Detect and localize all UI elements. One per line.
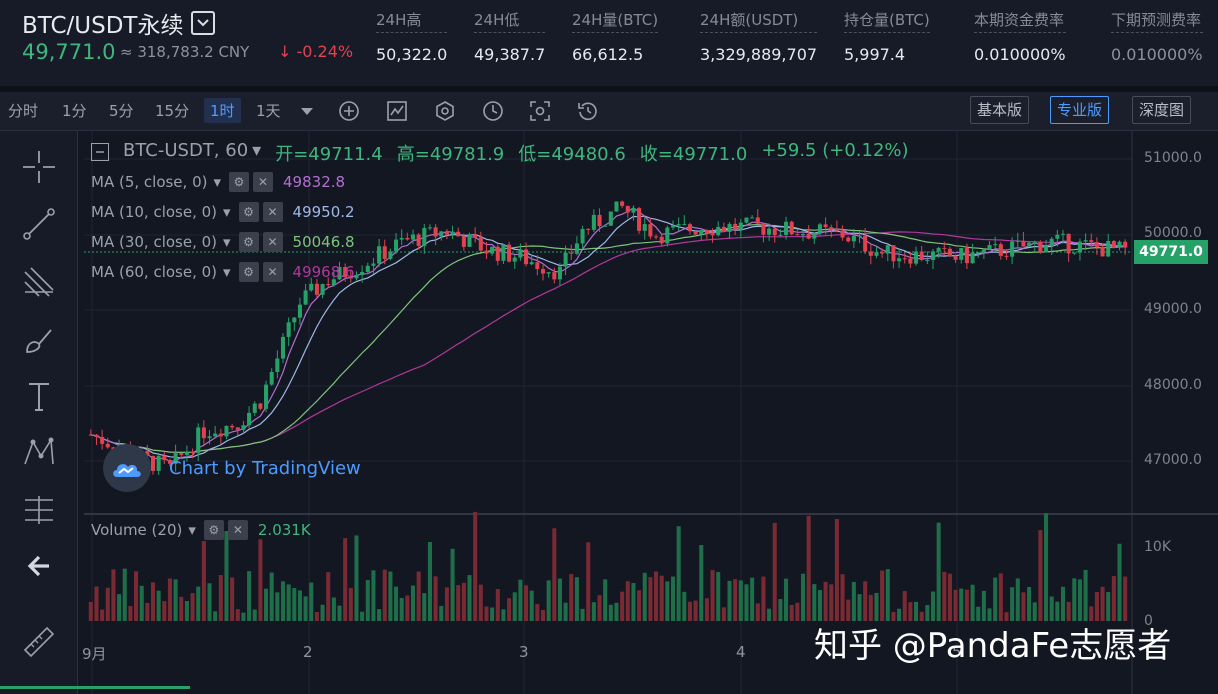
gear-icon[interactable]: ⚙ [238,262,259,282]
legend-symbol[interactable]: BTC-USDT, 60 [123,140,249,161]
gear-icon[interactable]: ⚙ [238,232,259,252]
view-pro-button[interactable]: 专业版 [1050,96,1110,124]
chart-toolbar: 分时 1分 5分 15分 1时 1天 基本版 专业版 深度图 [0,92,1218,131]
tab-timeframe-1m[interactable]: 1分 [62,102,87,120]
text-tool-icon[interactable] [18,375,60,417]
tab-timeframe-1d[interactable]: 1天 [256,102,281,120]
pattern-tool-icon[interactable] [18,431,60,473]
volume-tick: 0 [1144,613,1153,629]
volume-tick: 10K [1144,539,1171,555]
price-tick: 50000.0 [1144,225,1202,241]
tab-timeframe-15m[interactable]: 15分 [155,102,190,120]
view-depth-button[interactable]: 深度图 [1132,96,1192,124]
legend-open: 开=49711.4 [275,144,383,165]
gear-icon[interactable]: ⚙ [203,520,224,540]
x-tick: 9月 [82,645,107,663]
price-tick: 49000.0 [1144,301,1202,317]
stat-24h-high: 24H高 50,322.0 [376,11,448,64]
price-tick: 47000.0 [1144,452,1202,468]
pair-name: BTC/USDT永续 [22,13,184,39]
cny-price: ≈ 318,783.2 CNY [120,43,250,61]
trend-line-icon[interactable] [18,203,60,245]
ma-30-row[interactable]: MA (30, close, 0) ▾ ⚙ ✕ 50046.8 [91,232,355,252]
brush-icon[interactable] [18,319,60,361]
price-tick: 51000.0 [1144,150,1202,166]
tab-timeframe-line[interactable]: 分时 [8,102,39,120]
ma-5-row[interactable]: MA (5, close, 0) ▾ ⚙ ✕ 49832.8 [91,172,346,192]
chart-type-icon[interactable] [384,98,410,124]
legend-low: 低=49480.6 [518,144,626,165]
close-icon[interactable]: ✕ [227,520,248,540]
view-basic-button[interactable]: 基本版 [970,96,1030,124]
ma-30-value: 50046.8 [292,233,355,251]
pair-selector[interactable]: BTC/USDT永续 [22,6,216,40]
settings-hex-icon[interactable] [432,98,458,124]
volume-legend[interactable]: Volume (20) ▾ ⚙ ✕ 2.031K [91,520,311,540]
cloud-icon [103,444,151,492]
x-tick: 2 [303,643,313,661]
ticker-header: BTC/USDT永续 49,771.0 ≈ 318,783.2 CNY ↓ -0… [0,0,1218,86]
symbol-dropdown-icon[interactable]: ▾ [252,140,262,161]
watermark: 知乎 @PandaFe志愿者 [814,626,1172,666]
last-price: 49,771.0 [22,40,116,64]
close-icon[interactable]: ✕ [262,202,283,222]
crosshair-icon[interactable] [18,146,60,188]
screenshot-icon[interactable] [527,98,553,124]
stat-24h-volume: 24H量(BTC) 66,612.5 [572,11,659,64]
x-tick: 3 [519,643,529,661]
ma-10-row[interactable]: MA (10, close, 0) ▾ ⚙ ✕ 49950.2 [91,202,355,222]
divider [0,86,1218,92]
clock-icon[interactable] [480,98,506,124]
ma-5-value: 49832.8 [283,173,346,191]
stat-funding-rate: 本期资金费率 0.010000% [974,11,1066,64]
ruler-icon[interactable] [18,621,60,663]
chart-legend: BTC-USDT, 60 ▾ 开=49711.4 高=49781.9 低=494… [91,140,909,166]
drawing-toolbar [0,131,78,694]
tab-timeframe-1h[interactable]: 1时 [204,98,241,123]
price-tick: 48000.0 [1144,377,1202,393]
reset-icon[interactable] [575,98,601,124]
x-tick: 4 [736,643,746,661]
legend-change: +59.5 (+0.12%) [761,140,909,161]
gear-icon[interactable]: ⚙ [238,202,259,222]
add-indicator-icon[interactable] [336,98,362,124]
legend-close: 收=49771.0 [639,144,748,165]
ma-10-value: 49950.2 [292,203,355,221]
ma-60-row[interactable]: MA (60, close, 0) ▾ ⚙ ✕ 49968.6 [91,262,355,282]
x-tick: 5 [952,643,962,661]
stat-predicted-rate: 下期预测费率 0.010000% [1111,11,1203,64]
back-arrow-icon[interactable] [18,545,60,587]
tradingview-text: Chart by TradingView [169,457,361,479]
ma-60-value: 49968.6 [292,263,355,281]
close-icon[interactable]: ✕ [253,172,274,192]
timeframe-dropdown-icon[interactable] [294,98,320,124]
collapse-icon[interactable] [91,143,109,161]
arrow-down-icon: ↓ [278,42,292,61]
loading-bar [0,686,190,689]
stat-24h-low: 24H低 49,387.7 [474,11,546,64]
measure-tool-icon[interactable] [18,489,60,531]
stat-24h-turnover: 24H额(USDT) 3,329,889,707 [700,11,818,64]
volume-value: 2.031K [257,521,311,539]
stat-open-interest: 持仓量(BTC) 5,997.4 [844,11,930,64]
last-price-tag: 49771.0 [1134,240,1208,264]
gear-icon[interactable]: ⚙ [229,172,250,192]
price-chart[interactable] [84,131,1218,694]
tradingview-logo[interactable]: Chart by TradingView [103,444,361,492]
close-icon[interactable]: ✕ [262,262,283,282]
legend-high: 高=49781.9 [396,144,505,165]
tab-timeframe-5m[interactable]: 5分 [109,102,134,120]
close-icon[interactable]: ✕ [262,232,283,252]
chevron-down-icon[interactable] [191,11,216,35]
price-change: ↓ -0.24% [278,42,354,61]
fib-tool-icon[interactable] [18,261,60,303]
